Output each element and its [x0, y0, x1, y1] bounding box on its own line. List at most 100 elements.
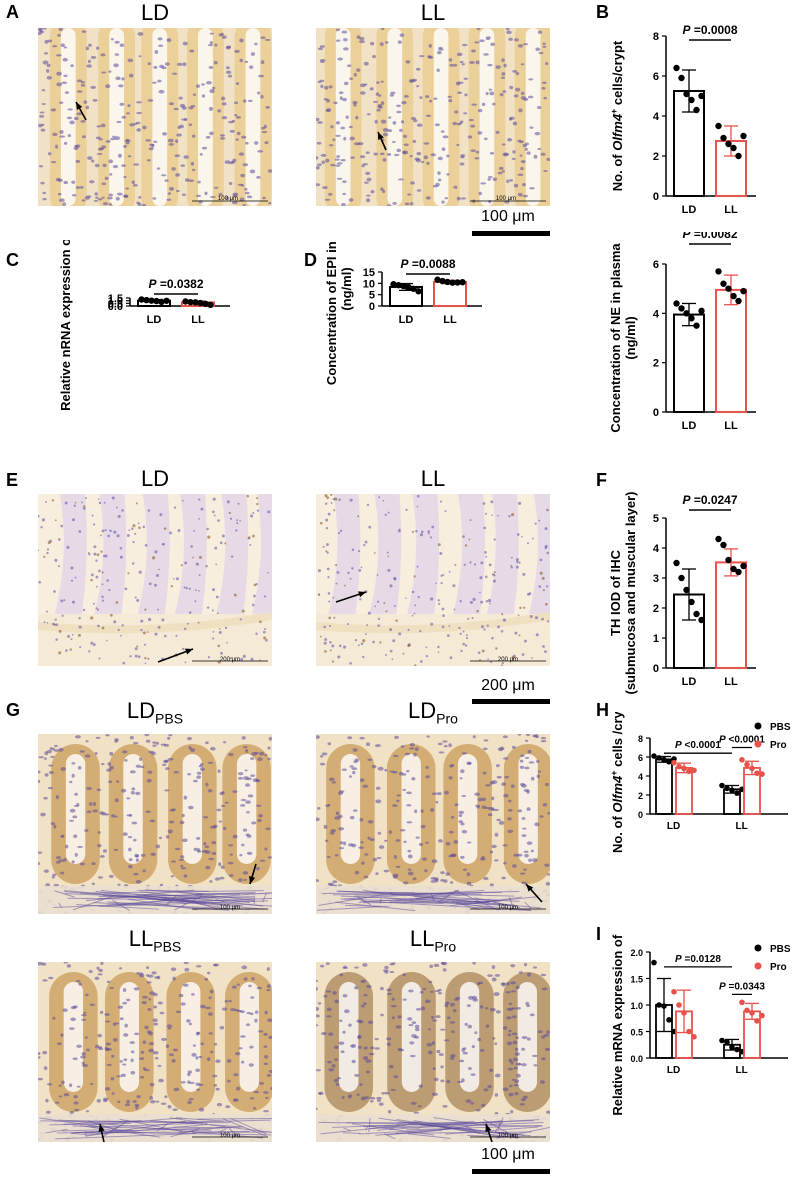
data-point	[683, 586, 690, 594]
y-tick-label: 6	[653, 71, 659, 83]
bar-ll	[715, 288, 747, 413]
data-point	[439, 277, 446, 285]
y-axis-label-line2: (ng/ml)	[339, 267, 354, 310]
data-point	[754, 1018, 760, 1024]
p-value-label: P =0.0382	[148, 277, 203, 291]
data-point	[688, 315, 695, 322]
micrograph-g-label-ll-pbs-sub: PBS	[153, 938, 182, 955]
chart-i: 0.0 0.5 1.0 1.5 2.0 Relative mRNA expression …	[610, 934, 791, 1116]
y-axis-label: No. of Olfm4+ cells /crypt	[609, 712, 625, 853]
data-point	[730, 144, 737, 152]
micrograph-a-ld-small-scale-text: 100 μm	[217, 196, 239, 202]
scale-text-g: 100 μm	[481, 1146, 535, 1163]
micrograph-g-ld-pro-small-scale-text: 100 μm	[497, 905, 519, 911]
data-point	[405, 283, 412, 291]
micrograph-g-label-ld-pbs-sub: PBS	[155, 710, 184, 727]
micrograph-g-label-ld-pro-sub: Pro	[436, 710, 458, 727]
chart-b: 0 2 4 6 8 No. of Olfm4+ cells/crypt LD LL P =0.0…	[609, 23, 756, 216]
data-point	[207, 301, 214, 309]
data-point	[138, 296, 145, 303]
y-tick-label: 2	[638, 791, 643, 801]
scale-bar-e	[472, 699, 550, 704]
data-point	[720, 134, 727, 142]
data-point	[724, 1039, 730, 1045]
y-axis-label: Concentration of EPI in plasma	[324, 240, 339, 385]
chart-d-ne: 0 2 4 6 Concentration of NE in plasma (ng/ml)…	[608, 232, 756, 433]
data-point	[395, 281, 402, 289]
data-point	[148, 297, 155, 304]
data-point	[673, 559, 680, 567]
data-point	[693, 106, 700, 114]
y-tick-label: 2	[653, 603, 659, 615]
scale-text-e: 200 μm	[481, 677, 535, 694]
data-point	[163, 297, 170, 304]
data-point	[651, 959, 657, 966]
data-point	[719, 1037, 725, 1044]
data-point	[410, 285, 417, 292]
data-point	[459, 279, 466, 286]
panel-letter-i: I	[596, 924, 602, 944]
y-tick-label: 10	[363, 278, 375, 290]
data-point	[693, 610, 700, 618]
arrowhead-icon	[185, 648, 193, 655]
scale-text-a: 100 μm	[481, 208, 535, 225]
data-point	[759, 771, 765, 777]
data-point	[729, 787, 735, 794]
micrograph-g-label-ll-pro-sub: Pro	[434, 938, 457, 955]
data-point	[691, 767, 697, 774]
micrograph-g-label-ll-pbs: LLPBS	[40, 926, 270, 954]
data-point	[158, 298, 165, 306]
scale-bar-a	[472, 231, 550, 236]
y-axis-label: TH IOD of IHC	[608, 549, 623, 636]
data-point	[693, 322, 700, 329]
data-point	[754, 770, 760, 776]
data-point	[744, 761, 750, 768]
micrograph-e-label-ll: LL	[420, 466, 446, 491]
data-point	[678, 74, 685, 82]
x-tick-label: LL	[724, 676, 738, 688]
x-tick-label: LD	[399, 314, 414, 326]
y-tick-label: 2	[653, 358, 659, 370]
legend-marker-pro	[754, 962, 762, 970]
legend-label: Pro	[770, 740, 787, 751]
micrograph-g-ll-pro	[316, 962, 550, 1142]
bar-ld-pro	[675, 767, 693, 815]
data-point	[720, 541, 727, 549]
legend-label: PBS	[770, 944, 791, 955]
p-value-label: P =0.0128	[675, 954, 721, 965]
p-value-label: P =0.0008	[682, 23, 737, 37]
data-point	[683, 90, 690, 98]
arrowhead-icon	[378, 132, 384, 140]
data-point	[698, 307, 705, 315]
data-point	[725, 140, 732, 148]
legend-label: Pro	[770, 962, 787, 973]
chart-c: 0.00.51.01.5 Relative nRNA expression of …	[58, 240, 230, 411]
y-axis-label: No. of Olfm4+ cells/crypt	[609, 40, 625, 191]
y-axis-label: Relative mRNA expression of Olfm4	[610, 934, 625, 1116]
data-point	[449, 279, 456, 286]
y-axis-label-line2: (ng/ml)	[623, 316, 638, 359]
micrograph-g-label-ld-pbs-main: LD	[126, 698, 156, 723]
data-point	[656, 1002, 662, 1008]
y-tick-label: 0.0	[630, 1054, 643, 1064]
data-point	[390, 281, 397, 288]
p-value-label: P =0.0247	[682, 493, 737, 507]
y-axis-label-line2: (submucosa and muscular layer)	[623, 491, 638, 694]
x-tick-label: LD	[682, 676, 697, 688]
data-point	[153, 297, 160, 305]
data-point	[734, 1046, 740, 1053]
data-point	[671, 759, 677, 766]
arrowhead-icon	[249, 876, 256, 884]
x-tick-label: LL	[191, 314, 205, 326]
panel-letter-f: F	[596, 470, 607, 490]
chart-h: 0 2 4 6 8 No. of Olfm4+ cells /crypt LD LL P <0.…	[609, 712, 791, 853]
data-point	[434, 276, 441, 283]
y-tick-label: 0	[638, 810, 643, 820]
panel-letter-d: D	[304, 250, 317, 270]
data-point	[749, 1010, 755, 1016]
data-point	[671, 988, 677, 995]
data-point	[698, 616, 705, 624]
y-tick-label: 1	[653, 633, 659, 645]
data-point	[666, 758, 672, 765]
panel-letter-c: C	[6, 250, 19, 270]
